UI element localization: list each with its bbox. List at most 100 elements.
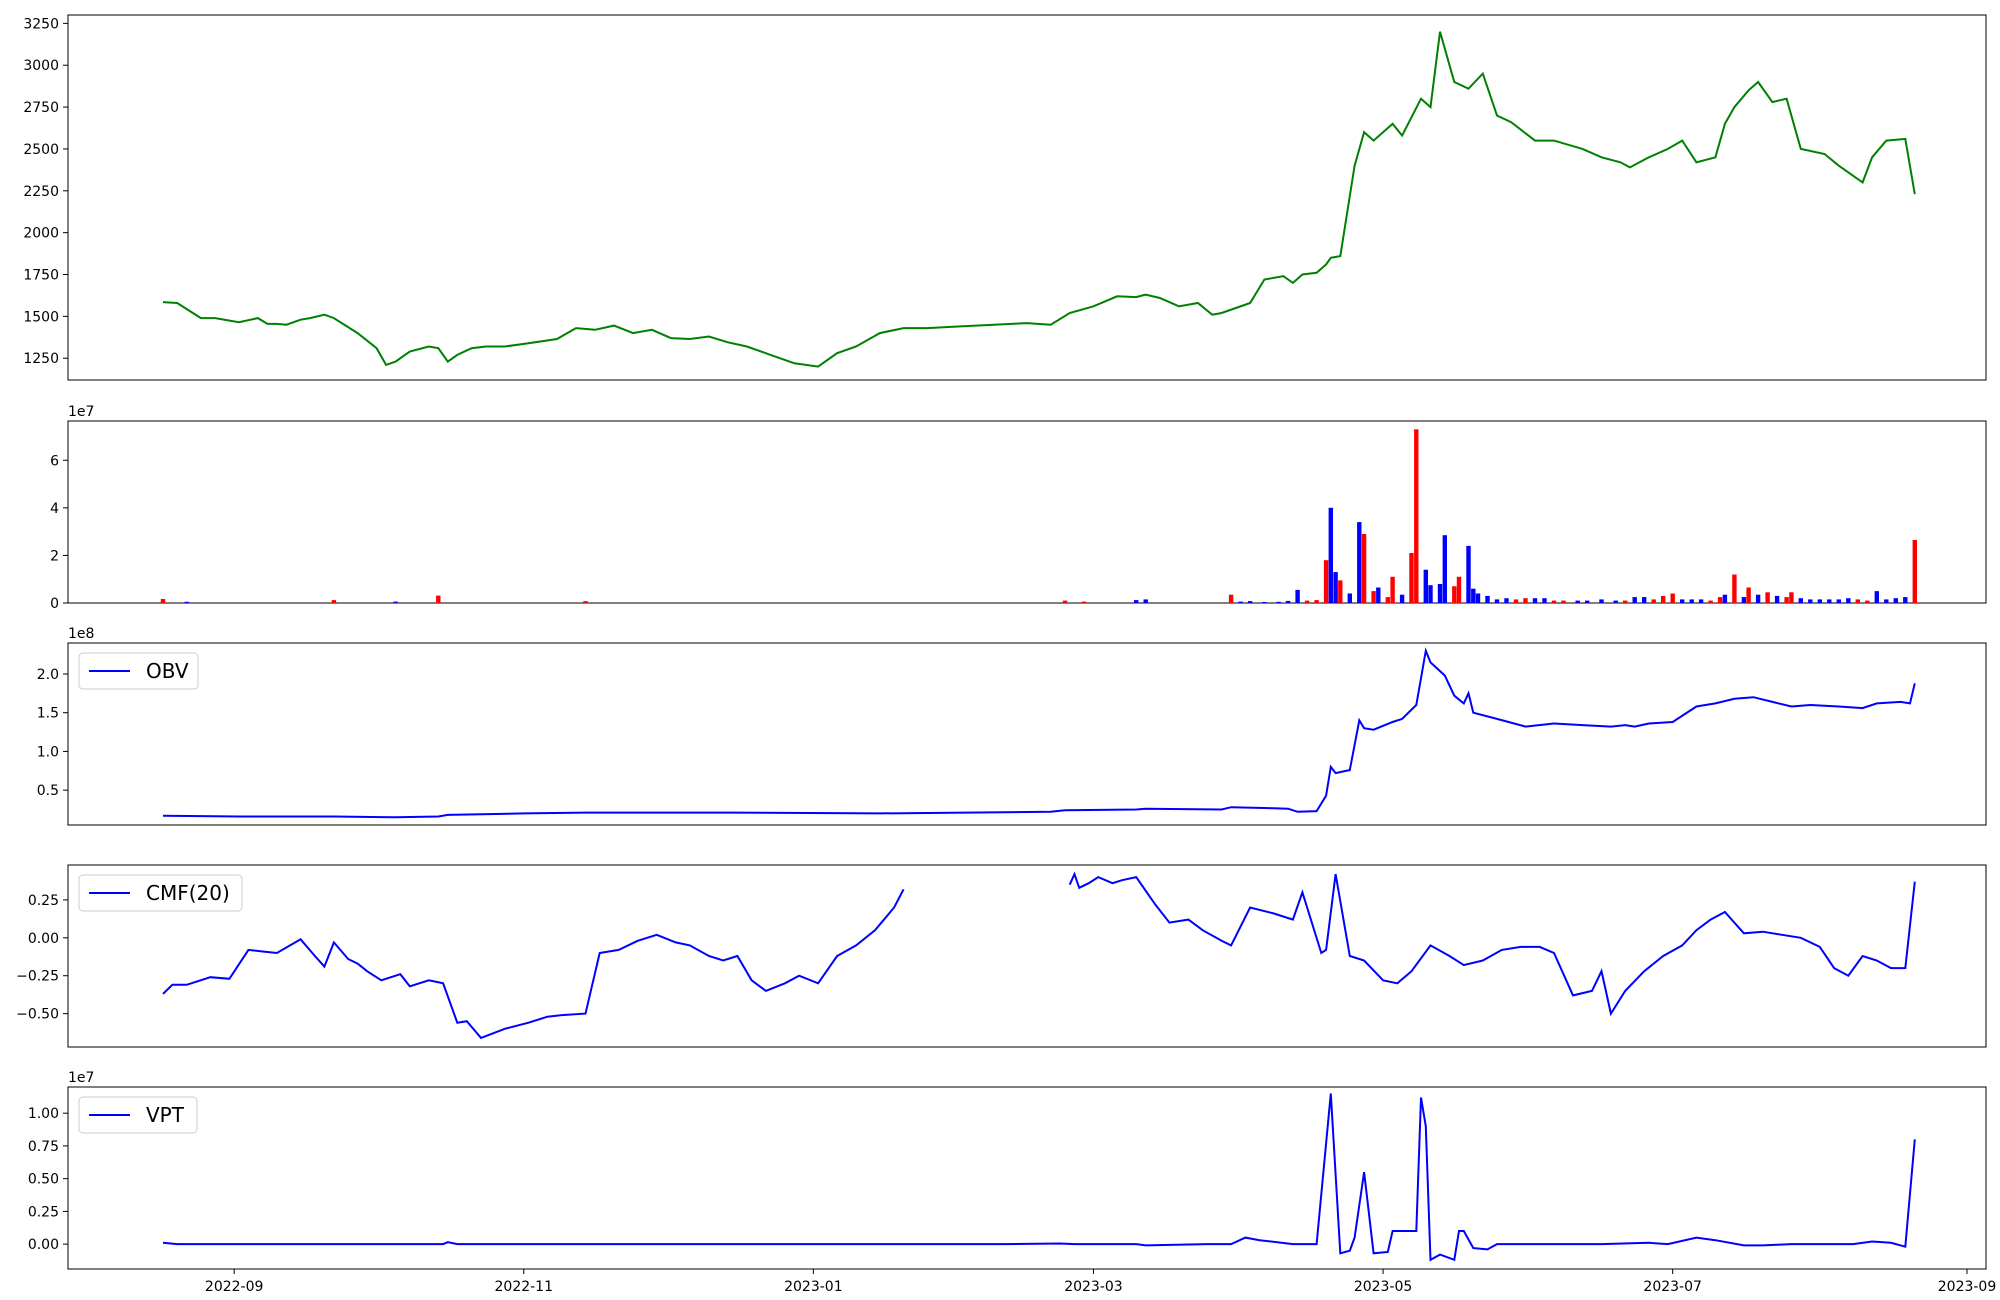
volume-bar [1338,580,1343,603]
volume-bar [1903,597,1908,603]
volume-bar [1376,587,1381,603]
vpt-ytick-label: 0.75 [28,1139,59,1155]
volume-bar [1542,598,1547,603]
volume-bar [1561,600,1566,603]
volume-bar [1385,597,1390,603]
volume-bar [1485,595,1490,603]
volume-bar [1855,599,1860,603]
volume-bar [1755,594,1761,603]
volume-ytick-label: 4 [50,501,59,517]
cmf-line [1068,871,1916,1017]
volume-ytick-label: 0 [50,596,59,612]
volume-bar [1328,507,1333,603]
volume-bar [1722,594,1728,603]
volume-bar [1347,593,1352,603]
volume-bar [1661,595,1666,603]
volume-bar [1513,599,1519,603]
vpt-ytick-label: 1.00 [28,1106,59,1122]
price-ytick-label: 2750 [23,100,59,116]
volume-bar [1532,598,1538,603]
xtick-label: 2023-09 [1938,1279,1997,1295]
xtick-label: 2023-07 [1643,1279,1702,1295]
volume-bar [1884,599,1889,603]
vpt-exponent-label: 1e7 [68,1070,94,1086]
cmf-legend: CMF(20) [78,874,243,912]
volume-bar [1623,600,1628,603]
obv-ytick-label: 0.5 [37,783,59,799]
volume-bar [1304,600,1310,603]
volume-bar [1642,597,1647,603]
volume-bar [436,595,441,603]
volume-panel [67,420,1987,604]
vpt-legend-label: VPT [146,1103,185,1127]
volume-ytick-label: 2 [50,548,59,564]
cmf-ytick-label: −0.25 [16,969,59,985]
obv-exponent-label: 1e8 [68,626,94,642]
obv-panel [67,642,1987,826]
volume-bar [1399,594,1405,603]
volume-bar [1613,600,1618,603]
volume-bar [1371,591,1376,603]
volume-bar [1504,598,1509,603]
volume-bar [1523,598,1528,603]
volume-bar [1314,600,1319,603]
volume-bar [1632,597,1637,603]
volume-ytick-label: 6 [50,453,59,469]
xtick-label: 2022-09 [205,1279,264,1295]
volume-bar [1808,599,1813,603]
volume-bar [1471,588,1476,603]
obv-ytick-label: 2.0 [37,667,59,683]
volume-bar [1846,598,1851,603]
volume-bar [1228,594,1234,603]
vpt-ytick-label: 0.25 [28,1204,59,1220]
volume-bar [1452,586,1457,603]
volume-bar [1475,593,1481,603]
obv-ytick-label: 1.0 [37,744,59,760]
volume-bar [1323,560,1329,603]
volume-bar [1062,600,1068,603]
obv-ytick-label: 1.5 [37,706,59,722]
volume-bar [1732,574,1737,603]
volume-bar [160,599,166,603]
volume-bar [1865,600,1870,603]
price-ytick-label: 2500 [23,142,59,158]
volume-bar [1428,585,1433,603]
cmf-legend-label: CMF(20) [146,881,230,905]
volume-bar [1874,591,1879,603]
volume-bar [331,600,337,603]
volume-bar [1414,429,1419,603]
volume-bar [1717,597,1723,603]
volume-bar [1361,534,1367,603]
volume-bar [1285,600,1291,603]
volume-bar [1836,599,1841,603]
volume-bar [1276,601,1281,603]
volume-bar [1585,600,1590,603]
volume-bar [1798,598,1803,603]
volume-bar [1774,595,1780,603]
vpt-legend: VPT [78,1096,198,1134]
volume-bar [1670,593,1675,603]
vpt-ytick-label: 0.00 [28,1237,59,1253]
volume-bar [1827,599,1832,603]
volume-bar [1423,569,1428,603]
volume-bar [1247,601,1253,603]
xtick-label: 2023-01 [784,1279,843,1295]
obv-legend: OBV [78,652,199,690]
price-ytick-label: 1500 [23,309,59,325]
vpt-ytick-label: 0.50 [28,1172,59,1188]
volume-bar [1765,592,1770,603]
volume-bar [1741,597,1747,603]
volume-bar [393,601,398,603]
obv-legend-label: OBV [146,659,189,683]
volume-bar [1081,601,1087,603]
volume-bar [1789,592,1794,603]
price-ytick-label: 3000 [23,58,59,74]
volume-bar [1442,535,1447,603]
volume-bar [1784,597,1789,603]
cmf-line [162,888,905,1040]
cmf-panel [67,864,1987,1048]
vpt-line [162,1093,1916,1262]
volume-bar [1262,602,1267,603]
volume-bar [1357,522,1362,603]
